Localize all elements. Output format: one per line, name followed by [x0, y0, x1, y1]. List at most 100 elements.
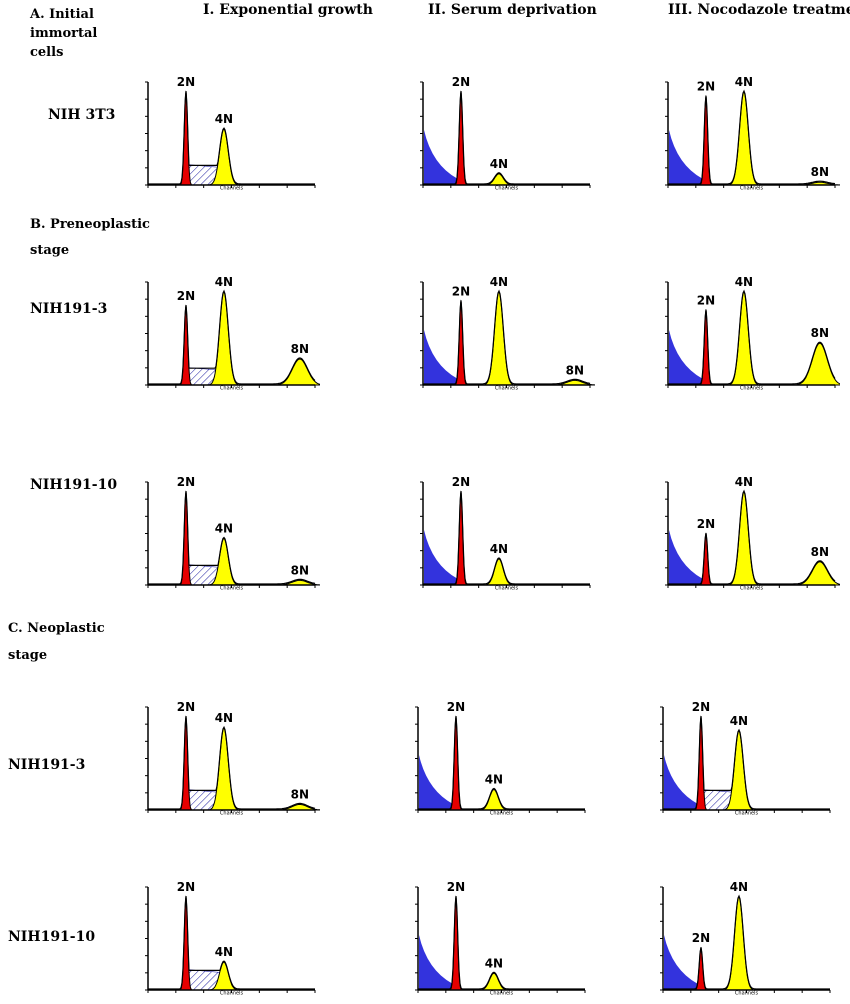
sub-g1-area — [669, 530, 703, 585]
histogram-panel: 2N 4N 8N Channels — [640, 460, 840, 590]
peak-4n — [479, 972, 508, 991]
x-axis-caption: Channels — [740, 386, 764, 391]
peak-2n-label: 2N — [177, 475, 195, 489]
x-axis-caption: Channels — [220, 991, 244, 996]
peak-8n — [275, 358, 320, 386]
peak-4n-label: 4N — [490, 542, 508, 556]
histogram-svg: 2N 4N 8N Channels — [665, 475, 840, 591]
histogram-svg: 2N 4N Channels — [415, 880, 586, 996]
peak-2n-label: 2N — [452, 75, 470, 89]
peak-2n-label: 2N — [697, 294, 715, 308]
peak-4n-label: 4N — [215, 945, 233, 959]
row-label-nih191-3-pre: NIH191-3 — [30, 301, 108, 317]
histogram-svg: 2N 4N 8N Channels — [665, 75, 840, 190]
sub-g1-area — [664, 755, 698, 810]
peak-2n-label: 2N — [692, 700, 710, 714]
histogram-trace — [148, 715, 316, 810]
histogram-svg: 2N 4N 8N Channels — [145, 475, 320, 591]
peak-4n — [724, 896, 753, 991]
histogram-trace — [668, 489, 836, 585]
histogram-trace — [423, 289, 591, 385]
section-c-label-line2: stage — [8, 648, 48, 663]
peak-8n-label: 8N — [811, 165, 829, 179]
x-axis-caption: Channels — [490, 811, 514, 816]
histogram-panel: 2N 4N Channels — [120, 865, 320, 995]
sub-g1-area — [669, 130, 703, 185]
x-axis-caption: Channels — [220, 186, 244, 191]
peak-4n-label: 4N — [485, 773, 503, 787]
histogram-svg: 2N 4N Channels — [145, 880, 316, 996]
peak-4n-label: 4N — [490, 275, 508, 289]
histogram-svg: 2N 4N Channels — [660, 700, 831, 816]
peak-4n-label: 4N — [735, 475, 753, 489]
peak-8n — [795, 342, 840, 386]
sub-g1-area — [669, 330, 703, 385]
histogram-panel: 2N 4N 8N Channels — [640, 60, 840, 190]
histogram-trace — [423, 490, 590, 585]
histogram-svg: 2N 4N 8N Channels — [665, 275, 840, 391]
peak-8n-label: 8N — [811, 326, 829, 340]
peak-4n-label: 4N — [730, 880, 748, 894]
histogram-trace — [668, 289, 836, 385]
peak-2n-label: 2N — [447, 880, 465, 894]
histogram-trace — [663, 715, 830, 810]
histogram-svg: 2N 4N Channels — [145, 75, 316, 191]
peak-8n-label: 8N — [291, 563, 309, 577]
sub-g1-area — [419, 935, 453, 990]
x-axis-caption: Channels — [740, 586, 764, 591]
histogram-svg: 2N 4N 8N Channels — [145, 700, 320, 816]
row-label-nih191-10-pre: NIH191-10 — [30, 477, 118, 493]
x-axis-caption: Channels — [490, 991, 514, 996]
peak-8n-label: 8N — [291, 342, 309, 356]
peak-4n-label: 4N — [215, 522, 233, 536]
section-a-label: A. Initial — [30, 7, 94, 22]
peak-2n-label: 2N — [697, 80, 715, 94]
peak-4n — [479, 789, 508, 811]
histogram-panel: 2N 4N Channels — [390, 685, 590, 815]
histogram-trace — [418, 895, 585, 990]
peak-4n — [729, 91, 758, 186]
histogram-trace — [423, 90, 590, 185]
peak-2n-label: 2N — [177, 75, 195, 89]
histogram-trace — [148, 895, 315, 990]
histogram-svg: 2N 4N Channels — [420, 75, 591, 190]
peak-4n-label: 4N — [215, 112, 233, 126]
peak-4n — [209, 961, 238, 991]
x-axis-caption: Channels — [735, 811, 759, 816]
peak-8n-label: 8N — [566, 363, 584, 377]
x-axis-caption: Channels — [220, 811, 244, 816]
peak-2n-label: 2N — [177, 700, 195, 714]
peak-8n — [795, 561, 840, 586]
peak-2n-label: 2N — [447, 700, 465, 714]
peak-4n-label: 4N — [490, 157, 508, 171]
row-label-nih3t3: NIH 3T3 — [48, 107, 116, 123]
row-label-nih191-3-neo: NIH191-3 — [8, 757, 86, 773]
histogram-svg: 2N 4N 8N Channels — [145, 275, 320, 391]
x-axis-caption: Channels — [220, 586, 244, 591]
peak-2n-label: 2N — [177, 880, 195, 894]
histogram-panel: 2N 4N 8N Channels — [395, 260, 595, 390]
peak-4n-label: 4N — [730, 714, 748, 728]
histogram-panel: 2N 4N Channels — [120, 60, 320, 190]
histogram-panel: 2N 4N 8N Channels — [120, 685, 320, 815]
histogram-trace — [148, 289, 316, 385]
histogram-trace — [418, 715, 585, 810]
section-b-label: B. Preneoplastic — [30, 217, 150, 232]
peak-2n-label: 2N — [452, 284, 470, 298]
peak-4n-label: 4N — [215, 275, 233, 289]
column-title-exponential-growth: I. Exponential growth — [203, 2, 373, 18]
histogram-svg: 2N 4N Channels — [415, 700, 586, 816]
peak-4n-label: 4N — [485, 956, 503, 970]
histogram-trace — [668, 89, 836, 185]
section-b-label-line2: stage — [30, 243, 70, 258]
histogram-panel: 2N 4N Channels — [395, 60, 595, 190]
peak-2n-label: 2N — [177, 289, 195, 303]
histogram-panel: 2N 4N 8N Channels — [120, 460, 320, 590]
peak-4n-label: 4N — [215, 711, 233, 725]
x-axis-caption: Channels — [220, 386, 244, 391]
x-axis-caption: Channels — [735, 991, 759, 996]
column-title-serum-deprivation: II. Serum deprivation — [428, 2, 597, 18]
section-a-label-line3: cells — [30, 45, 64, 60]
histogram-trace — [663, 894, 830, 990]
histogram-panel: 2N 4N Channels — [635, 685, 835, 815]
